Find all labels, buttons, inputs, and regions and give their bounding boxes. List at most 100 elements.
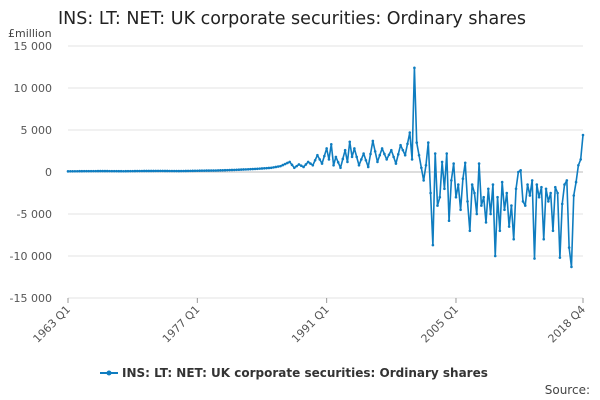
data-point[interactable]: [99, 169, 102, 173]
data-point[interactable]: [572, 194, 576, 197]
data-point[interactable]: [514, 187, 518, 191]
data-point[interactable]: [212, 169, 215, 172]
data-point[interactable]: [133, 169, 137, 173]
data-point[interactable]: [533, 257, 536, 260]
data-point[interactable]: [450, 179, 453, 182]
data-point[interactable]: [553, 185, 557, 189]
data-point[interactable]: [242, 168, 245, 171]
data-point[interactable]: [408, 131, 412, 134]
data-point[interactable]: [198, 169, 201, 173]
data-point[interactable]: [149, 169, 153, 173]
data-point[interactable]: [424, 163, 428, 167]
data-point[interactable]: [124, 169, 128, 173]
data-point[interactable]: [239, 168, 243, 171]
data-point[interactable]: [526, 183, 529, 186]
data-point[interactable]: [161, 169, 164, 173]
data-point[interactable]: [426, 141, 430, 144]
data-point[interactable]: [152, 169, 155, 173]
data-point[interactable]: [202, 169, 206, 172]
data-point[interactable]: [577, 163, 580, 167]
data-point[interactable]: [223, 168, 227, 172]
data-point[interactable]: [75, 169, 79, 173]
data-point[interactable]: [226, 168, 229, 172]
data-point[interactable]: [528, 194, 532, 197]
data-point[interactable]: [440, 160, 444, 164]
data-point[interactable]: [126, 169, 130, 173]
data-point[interactable]: [366, 165, 370, 169]
data-point[interactable]: [253, 167, 257, 171]
data-point[interactable]: [346, 160, 349, 164]
data-point[interactable]: [387, 153, 391, 157]
data-point[interactable]: [94, 169, 98, 173]
data-point[interactable]: [542, 237, 546, 241]
data-point[interactable]: [249, 167, 252, 171]
data-point[interactable]: [558, 256, 562, 259]
data-point[interactable]: [96, 169, 100, 173]
data-point[interactable]: [336, 161, 340, 164]
data-point[interactable]: [443, 187, 446, 191]
data-point[interactable]: [156, 169, 160, 173]
data-point[interactable]: [145, 169, 148, 173]
data-point[interactable]: [276, 165, 280, 168]
data-point[interactable]: [380, 147, 384, 150]
data-point[interactable]: [260, 167, 264, 170]
data-point[interactable]: [355, 155, 358, 159]
data-point[interactable]: [415, 141, 419, 144]
data-point[interactable]: [267, 166, 271, 170]
data-point[interactable]: [498, 229, 502, 233]
data-point[interactable]: [323, 154, 326, 158]
data-point[interactable]: [89, 169, 93, 173]
data-point[interactable]: [154, 169, 158, 173]
data-point[interactable]: [357, 163, 361, 167]
data-point[interactable]: [482, 195, 486, 199]
data-point[interactable]: [69, 170, 72, 173]
data-point[interactable]: [537, 195, 541, 199]
data-point[interactable]: [274, 165, 278, 169]
data-point[interactable]: [438, 195, 442, 199]
data-point[interactable]: [265, 166, 268, 170]
data-point[interactable]: [491, 183, 495, 186]
data-point[interactable]: [117, 169, 121, 173]
data-point[interactable]: [209, 169, 213, 172]
data-point[interactable]: [348, 140, 352, 144]
data-point[interactable]: [200, 169, 204, 172]
data-point[interactable]: [401, 148, 405, 152]
data-point[interactable]: [466, 200, 469, 203]
legend[interactable]: INS: LT: NET: UK corporate securities: O…: [100, 366, 488, 380]
data-point[interactable]: [166, 169, 169, 173]
data-point[interactable]: [373, 150, 377, 153]
data-point[interactable]: [258, 167, 261, 170]
data-point[interactable]: [246, 167, 250, 171]
data-point[interactable]: [115, 169, 118, 173]
data-point[interactable]: [510, 204, 513, 207]
data-point[interactable]: [565, 179, 569, 182]
data-point[interactable]: [521, 200, 525, 203]
data-point[interactable]: [256, 167, 259, 171]
data-point[interactable]: [454, 195, 458, 199]
data-point[interactable]: [80, 169, 84, 173]
data-point[interactable]: [325, 147, 328, 150]
data-point[interactable]: [327, 158, 331, 161]
data-point[interactable]: [551, 229, 555, 233]
data-point[interactable]: [318, 158, 322, 161]
data-point[interactable]: [512, 237, 516, 241]
data-point[interactable]: [66, 170, 70, 173]
data-point[interactable]: [235, 168, 238, 172]
data-point[interactable]: [371, 139, 375, 143]
data-point[interactable]: [216, 169, 220, 172]
data-point[interactable]: [196, 169, 199, 173]
data-point[interactable]: [295, 164, 298, 168]
data-point[interactable]: [131, 169, 134, 173]
data-point[interactable]: [364, 158, 368, 162]
data-point[interactable]: [135, 169, 139, 173]
data-point[interactable]: [214, 169, 218, 172]
data-point[interactable]: [108, 169, 111, 173]
data-point[interactable]: [281, 163, 285, 167]
data-point[interactable]: [360, 158, 363, 161]
data-point[interactable]: [103, 169, 107, 173]
data-point[interactable]: [447, 219, 451, 223]
data-point[interactable]: [369, 152, 372, 156]
data-point[interactable]: [487, 187, 490, 191]
data-point[interactable]: [168, 169, 171, 173]
data-point[interactable]: [410, 158, 414, 161]
